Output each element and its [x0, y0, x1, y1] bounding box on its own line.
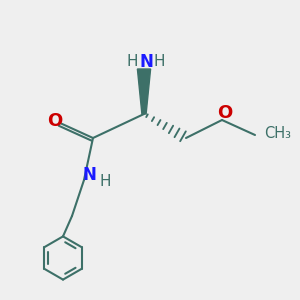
Text: H: H: [154, 54, 165, 69]
Text: H: H: [100, 174, 111, 189]
Text: CH₃: CH₃: [264, 126, 291, 141]
Text: O: O: [217, 103, 232, 122]
Text: N: N: [82, 167, 96, 184]
Text: H: H: [127, 54, 138, 69]
Text: O: O: [47, 112, 62, 130]
Polygon shape: [137, 69, 151, 114]
Text: N: N: [139, 53, 153, 71]
